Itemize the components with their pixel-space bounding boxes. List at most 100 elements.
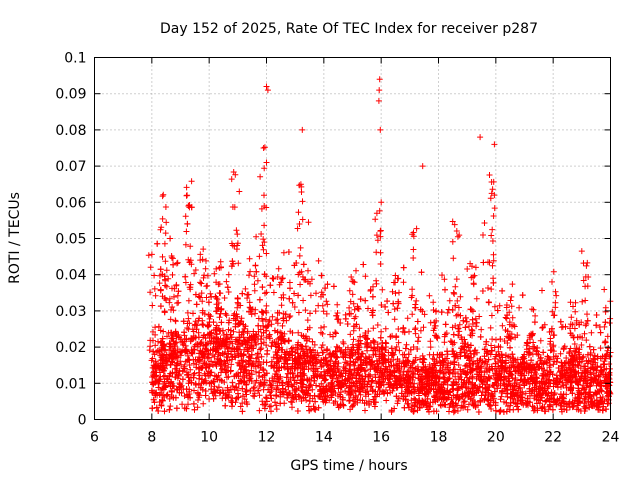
data-point (284, 394, 291, 401)
data-point (252, 380, 259, 386)
data-point (384, 375, 391, 382)
data-point (204, 272, 211, 279)
data-point (223, 278, 230, 285)
data-point (286, 314, 293, 321)
data-point (279, 322, 286, 329)
data-point (337, 401, 344, 408)
data-point (260, 329, 267, 336)
data-point (227, 331, 234, 338)
data-point (587, 350, 594, 356)
data-point (350, 336, 357, 343)
data-point (467, 306, 474, 313)
data-point (526, 380, 533, 387)
data-point (464, 406, 471, 413)
data-point (360, 261, 367, 268)
data-point (213, 361, 219, 368)
data-point (414, 318, 421, 325)
data-point (489, 382, 496, 388)
data-point (320, 385, 327, 392)
data-point (486, 402, 493, 408)
data-point (381, 352, 388, 359)
data-point (359, 397, 366, 404)
data-point (266, 333, 272, 340)
data-point (428, 377, 435, 384)
data-point (405, 368, 412, 375)
data-point (283, 374, 290, 381)
data-point (185, 401, 191, 408)
data-point (330, 333, 336, 340)
data-point (405, 351, 412, 358)
data-point (164, 333, 170, 340)
data-point (196, 315, 203, 322)
data-point (225, 319, 232, 326)
data-point (539, 365, 545, 372)
data-point (268, 343, 275, 350)
data-point (367, 366, 374, 373)
data-point (184, 371, 191, 378)
data-point (487, 324, 494, 331)
data-point (502, 385, 508, 392)
data-point (342, 388, 349, 394)
data-point (194, 404, 201, 411)
data-point (149, 405, 156, 412)
data-point (517, 384, 524, 391)
data-point (515, 406, 522, 413)
data-point (370, 283, 376, 290)
data-point (239, 385, 246, 392)
data-point (449, 348, 456, 355)
data-point (235, 341, 241, 348)
data-point (243, 381, 249, 388)
data-point (254, 350, 261, 357)
data-point (479, 389, 486, 396)
data-point (579, 354, 586, 361)
data-point (237, 377, 244, 384)
data-point (193, 326, 200, 333)
data-point (309, 386, 316, 393)
data-point (291, 304, 298, 310)
data-point (312, 308, 319, 315)
data-point (269, 313, 276, 320)
data-point (192, 318, 199, 325)
data-point (295, 354, 302, 360)
data-point (376, 383, 382, 390)
data-point (302, 307, 309, 314)
data-point (553, 358, 560, 365)
data-point (168, 329, 175, 336)
data-point (288, 345, 295, 352)
data-point (389, 370, 396, 377)
data-point (559, 363, 565, 370)
data-point (365, 305, 371, 312)
data-point (301, 360, 308, 367)
data-point (382, 303, 389, 310)
data-point (355, 354, 362, 361)
data-point (523, 360, 530, 367)
data-point (197, 384, 204, 391)
data-point (462, 403, 468, 410)
data-point (288, 382, 295, 389)
data-point (551, 358, 558, 365)
data-point (280, 249, 287, 256)
data-point (326, 367, 333, 374)
data-point (167, 316, 174, 323)
data-point (239, 362, 246, 369)
data-point (259, 374, 266, 381)
data-point (173, 365, 180, 372)
data-point (244, 346, 251, 353)
data-point (473, 295, 480, 302)
data-point (271, 362, 278, 369)
data-point (526, 399, 533, 406)
data-point (459, 384, 466, 391)
data-point (438, 309, 445, 316)
data-point (476, 313, 483, 320)
data-point (306, 398, 313, 405)
data-point (248, 342, 255, 348)
data-point (480, 259, 487, 266)
data-point (376, 391, 383, 398)
data-point (236, 337, 242, 344)
data-point (295, 309, 302, 316)
data-point (519, 292, 526, 299)
data-point (224, 387, 231, 394)
data-point (200, 351, 206, 358)
data-point (256, 296, 263, 303)
data-point (273, 378, 279, 385)
